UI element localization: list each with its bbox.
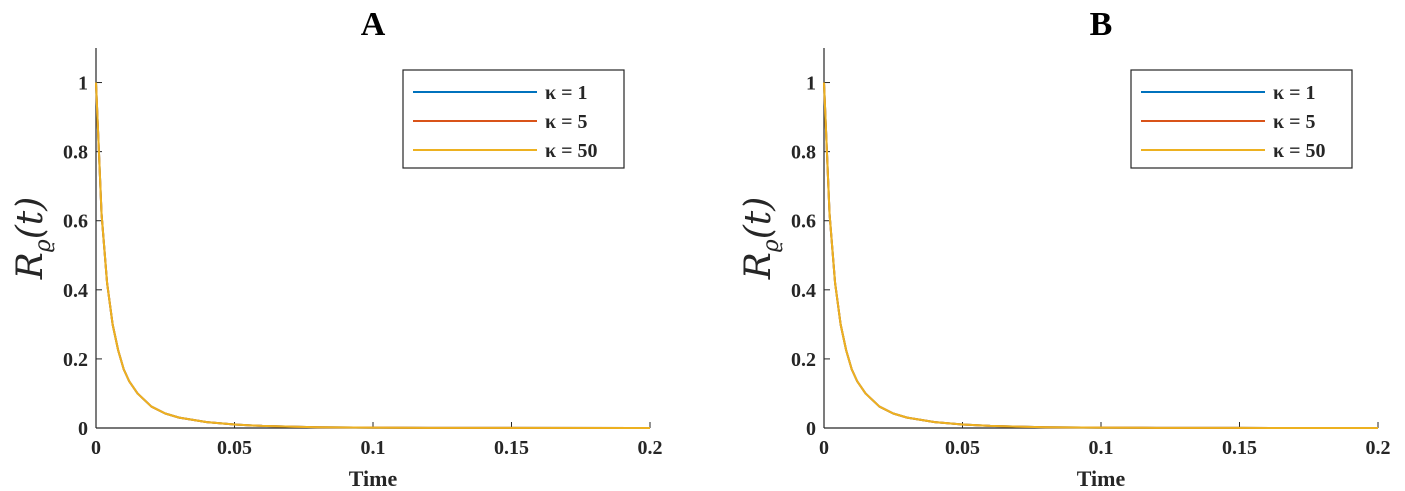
chart-title: B (1090, 6, 1113, 43)
legend-label-3: κ = 50 (545, 140, 598, 162)
series-line-3 (823, 82, 1379, 429)
y-tick-label: 0.6 (63, 211, 88, 233)
x-tick-label: 0 (819, 437, 829, 459)
x-tick-label: 0 (91, 437, 101, 459)
legend-box (402, 69, 625, 169)
x-axis-label: Time (1077, 466, 1126, 491)
y-tick-label: 0.8 (63, 142, 88, 164)
y-tick-label: 0.6 (791, 211, 816, 233)
x-tick-label: 0.2 (1366, 437, 1391, 459)
chart-title: A (361, 6, 386, 43)
y-axis-label: Rϱ(t) (10, 197, 56, 281)
x-tick-label: 0.05 (217, 437, 252, 459)
y-tick-label: 0.2 (63, 349, 88, 371)
chart-panel-b: B 0 0.05 0.1 0.15 0.2 0 0.2 0.4 0.6 0.8 1 Time Rϱ(t) κ… (738, 6, 1391, 491)
legend-label-2: κ = 5 (1273, 111, 1316, 133)
legend: κ = 1 κ = 5 κ = 50 (402, 69, 625, 169)
x-tick-label: 0.15 (1222, 437, 1257, 459)
y-tick-label: 1 (806, 73, 816, 95)
series-line-3 (95, 82, 651, 429)
y-axis-label: Rϱ(t) (738, 197, 784, 281)
y-tick-label: 0 (78, 418, 88, 440)
legend-box (1130, 69, 1353, 169)
x-tick-label: 0.2 (638, 437, 663, 459)
legend-label-1: κ = 1 (545, 82, 588, 104)
legend-label-2: κ = 5 (545, 111, 588, 133)
x-tick-label: 0.1 (1089, 437, 1114, 459)
legend-label-3: κ = 50 (1273, 140, 1326, 162)
x-tick-label: 0.1 (361, 437, 386, 459)
x-tick-label: 0.15 (494, 437, 529, 459)
y-tick-label: 0.2 (791, 349, 816, 371)
legend-label-1: κ = 1 (1273, 82, 1316, 104)
y-tick-label: 0.4 (791, 280, 816, 302)
chart-panel-a: A 0 0.05 0.1 0.15 0.2 0 0.2 0.4 0.6 0.8 1 Time Rϱ(t) κ… (10, 6, 663, 491)
y-tick-label: 0 (806, 418, 816, 440)
y-tick-label: 0.8 (791, 142, 816, 164)
legend: κ = 1 κ = 5 κ = 50 (1130, 69, 1353, 169)
y-tick-label: 0.4 (63, 280, 88, 302)
x-axis-label: Time (349, 466, 398, 491)
x-tick-label: 0.05 (945, 437, 980, 459)
y-tick-label: 1 (78, 73, 88, 95)
